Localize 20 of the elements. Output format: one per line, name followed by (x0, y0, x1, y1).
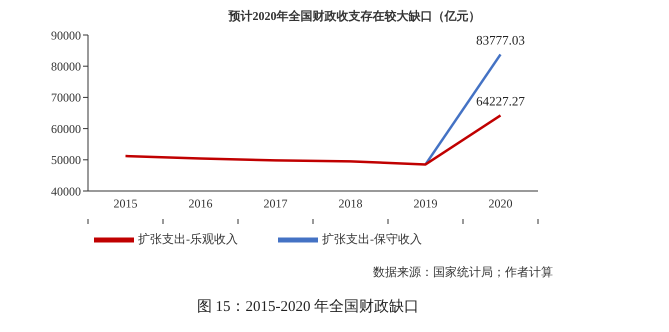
source-note: 数据来源：国家统计局；作者计算 (372, 264, 553, 281)
y-tick-label: 60000 (51, 122, 81, 136)
x-tick-label: 2017 (264, 196, 288, 211)
y-tick-label: 90000 (51, 28, 81, 42)
data-label: 83777.03 (476, 32, 525, 48)
x-tick-label: 2016 (188, 196, 212, 211)
x-tick-label: 2018 (338, 196, 362, 211)
x-tick-label: 2020 (488, 196, 512, 211)
line-series (124, 114, 502, 166)
legend-label: 扩张支出-乐观收入 (138, 232, 238, 246)
y-tick-label: 50000 (51, 153, 81, 168)
chart-title: 预计2020年全国财政收支存在较大缺口（亿元） (227, 8, 482, 25)
data-label: 64227.27 (476, 93, 526, 108)
y-tick-label: 80000 (51, 59, 81, 74)
y-tick-label: 70000 (51, 90, 81, 105)
legend-label: 扩张支出-保守收入 (322, 232, 422, 246)
caption: 图 15：2015-2020 年全国财政缺口 (196, 298, 420, 316)
x-tick-label: 2019 (414, 196, 438, 211)
y-tick-label: 40000 (51, 184, 81, 198)
x-tick-label: 2015 (114, 196, 138, 211)
